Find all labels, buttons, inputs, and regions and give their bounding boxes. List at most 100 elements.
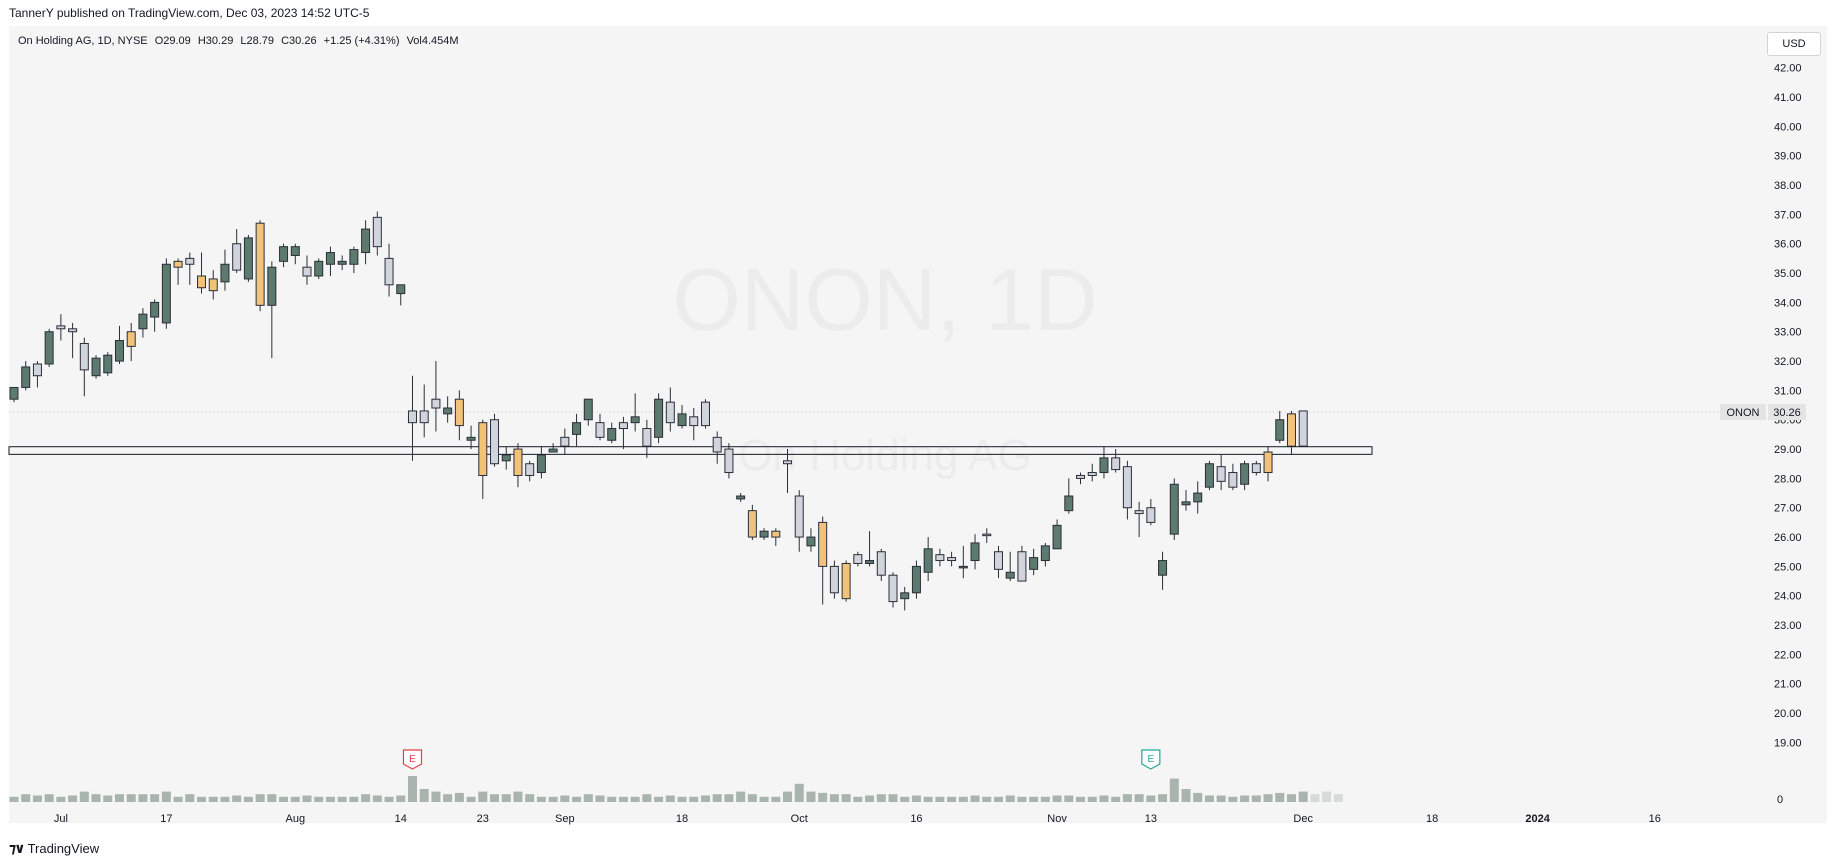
candle[interactable] [1286, 410, 1296, 455]
candle[interactable] [771, 528, 781, 546]
candle[interactable] [79, 337, 89, 397]
candle[interactable] [372, 211, 382, 256]
candle[interactable] [220, 249, 230, 291]
candle[interactable] [243, 234, 253, 282]
candle[interactable] [947, 551, 957, 567]
candle[interactable] [630, 393, 640, 432]
candle[interactable] [700, 399, 710, 429]
candle[interactable] [419, 384, 429, 438]
candle[interactable] [1216, 454, 1226, 491]
candle[interactable] [1181, 490, 1191, 511]
candle[interactable] [876, 548, 886, 582]
candle[interactable] [279, 243, 289, 268]
candle[interactable] [44, 328, 54, 367]
candle[interactable] [783, 449, 793, 494]
candle[interactable] [161, 258, 171, 329]
candle[interactable] [1076, 472, 1086, 485]
candle[interactable] [1111, 449, 1121, 473]
candle[interactable] [794, 490, 804, 552]
candle[interactable] [208, 270, 218, 300]
candle[interactable] [267, 261, 277, 359]
candle[interactable] [1251, 460, 1261, 476]
candle[interactable] [536, 446, 546, 479]
candle[interactable] [478, 419, 488, 499]
candle[interactable] [654, 393, 664, 444]
candle[interactable] [572, 413, 582, 447]
candle[interactable] [1122, 460, 1132, 520]
chart-area[interactable] [9, 26, 1827, 823]
candle[interactable] [232, 229, 242, 274]
candle[interactable] [490, 413, 500, 467]
candle[interactable] [935, 548, 945, 567]
candle[interactable] [1275, 410, 1285, 444]
candle[interactable] [759, 528, 769, 540]
candle[interactable] [361, 220, 371, 265]
earnings-marker[interactable]: E [402, 749, 423, 770]
candle[interactable] [197, 252, 207, 294]
tradingview-footer[interactable]: ⁊∨ TradingView [9, 840, 99, 857]
candle[interactable] [150, 299, 160, 332]
candle[interactable] [255, 220, 265, 312]
earnings-marker[interactable]: E [1141, 749, 1161, 770]
candle[interactable] [818, 516, 828, 605]
candle[interactable] [454, 390, 464, 441]
candle[interactable] [384, 243, 394, 297]
candle[interactable] [443, 396, 453, 423]
candle[interactable] [290, 243, 300, 265]
candle[interactable] [501, 446, 511, 470]
candle[interactable] [114, 325, 124, 364]
candle[interactable] [665, 387, 675, 432]
candle[interactable] [923, 537, 933, 582]
candle[interactable] [1169, 478, 1179, 540]
candle[interactable] [595, 413, 605, 441]
candle[interactable] [736, 493, 746, 502]
candle[interactable] [642, 419, 652, 458]
candle[interactable] [689, 408, 699, 441]
candle[interactable] [525, 460, 535, 482]
candle[interactable] [32, 361, 42, 388]
candle[interactable] [314, 258, 324, 279]
candle[interactable] [1052, 519, 1062, 550]
candle[interactable] [337, 255, 347, 271]
candle[interactable] [173, 258, 183, 285]
candle[interactable] [841, 560, 851, 602]
candle[interactable] [982, 528, 992, 543]
currency-selector[interactable]: USD [1767, 32, 1821, 56]
candle[interactable] [1040, 542, 1050, 567]
candle[interactable] [911, 560, 921, 599]
candle[interactable] [1263, 446, 1273, 482]
candle[interactable] [91, 355, 101, 379]
candle[interactable] [618, 416, 628, 450]
candle[interactable] [1228, 463, 1238, 491]
candle[interactable] [1087, 463, 1097, 482]
candle[interactable] [21, 361, 31, 391]
candle[interactable] [1204, 460, 1214, 491]
candle[interactable] [68, 322, 78, 359]
candle[interactable] [138, 308, 148, 338]
candle[interactable] [1017, 545, 1027, 582]
candle[interactable] [888, 572, 898, 608]
support-resistance-zone[interactable] [8, 446, 1373, 455]
candle[interactable] [747, 504, 757, 540]
candle[interactable] [560, 428, 570, 455]
candle[interactable] [958, 545, 968, 579]
candle[interactable] [302, 255, 312, 285]
candle[interactable] [548, 443, 558, 453]
candle[interactable] [607, 422, 617, 444]
candle[interactable] [185, 252, 195, 285]
candle[interactable] [513, 443, 523, 488]
candle[interactable] [712, 431, 722, 464]
candle[interactable] [325, 246, 335, 276]
candle[interactable] [466, 425, 476, 450]
candle[interactable] [1240, 460, 1250, 491]
candle[interactable] [677, 405, 687, 429]
candle[interactable] [1193, 481, 1203, 514]
candle[interactable] [431, 361, 441, 432]
candle[interactable] [900, 586, 910, 611]
candle[interactable] [970, 534, 980, 570]
candle[interactable] [806, 528, 816, 552]
candle[interactable] [1029, 548, 1039, 576]
candle[interactable] [349, 246, 359, 274]
candle[interactable] [1099, 446, 1109, 479]
